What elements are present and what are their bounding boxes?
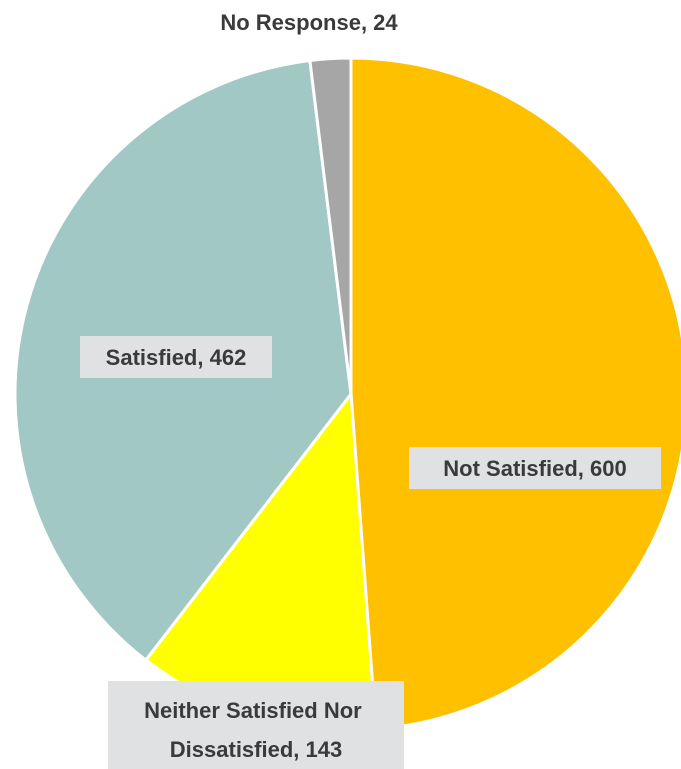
- pie-slices: [13, 56, 681, 732]
- slice-label-bg-not-satisfied: [409, 447, 661, 489]
- pie-slice-not-satisfied: [349, 56, 681, 731]
- slice-label-bg-neither: [108, 681, 404, 769]
- pie-slice-no-response: [308, 56, 353, 396]
- slice-label-bg-satisfied: [80, 336, 272, 378]
- slice-label-satisfied: Satisfied, 462: [106, 345, 247, 370]
- slice-label-neither: Neither Satisfied Nor Dissatisfied, 143: [144, 698, 368, 762]
- slice-label-not-satisfied: Not Satisfied, 600: [443, 456, 626, 481]
- pie-labels: No Response, 24 Satisfied, 462 Not Satis…: [80, 10, 661, 769]
- slice-label-no-response: No Response, 24: [220, 10, 398, 35]
- slice-label-neither-line2: Dissatisfied, 143: [170, 737, 342, 762]
- slice-label-neither-line1: Neither Satisfied Nor: [144, 698, 362, 723]
